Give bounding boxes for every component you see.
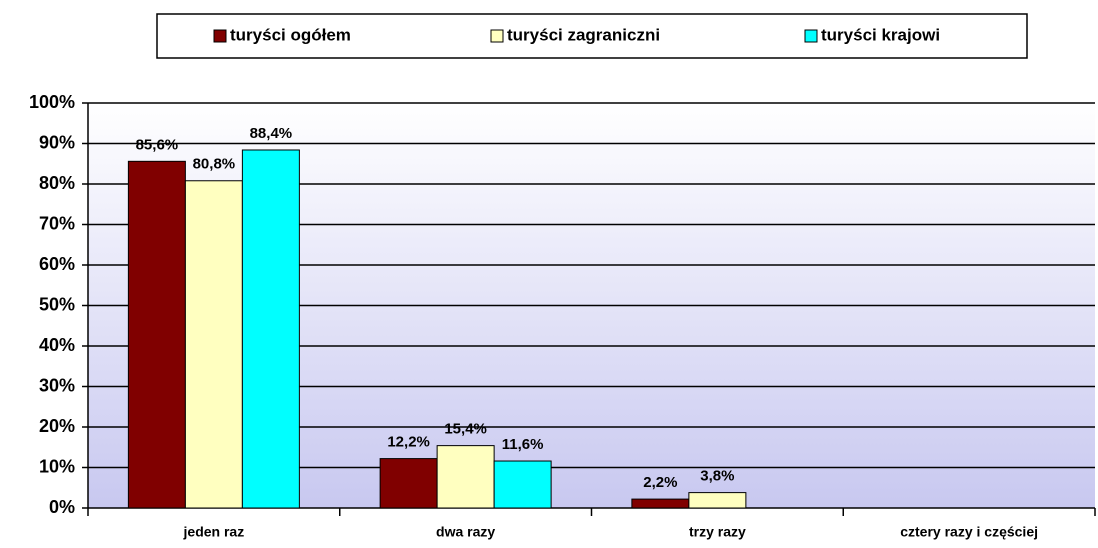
y-tick-label: 0%	[49, 497, 75, 517]
y-tick-label: 20%	[39, 416, 75, 436]
bar	[379, 458, 438, 509]
legend-swatch	[804, 29, 818, 43]
bar	[184, 180, 243, 509]
bar	[241, 149, 300, 509]
y-tick-label: 60%	[39, 254, 75, 274]
legend-swatch	[213, 29, 227, 43]
x-tick-label: trzy razy	[689, 524, 746, 540]
y-tick-label: 50%	[39, 294, 75, 314]
value-label: 88,4%	[250, 125, 293, 142]
x-tick-label: cztery razy i częściej	[900, 524, 1038, 540]
legend-box	[156, 13, 1028, 59]
x-tick-label: jeden raz	[183, 524, 245, 540]
legend-swatch	[490, 29, 504, 43]
y-tick-label: 30%	[39, 375, 75, 395]
y-tick-label: 100%	[29, 92, 75, 112]
bar	[688, 492, 747, 509]
x-tick-label: dwa razy	[436, 524, 495, 540]
y-tick-label: 80%	[39, 173, 75, 193]
y-tick-label: 40%	[39, 335, 75, 355]
y-tick-label: 10%	[39, 456, 75, 476]
value-label: 15,4%	[444, 421, 487, 438]
value-label: 85,6%	[136, 136, 179, 153]
legend-label: turyści krajowi	[821, 25, 940, 44]
legend-label: turyści zagraniczni	[507, 25, 660, 44]
value-label: 12,2%	[387, 434, 430, 451]
y-tick-label: 90%	[39, 132, 75, 152]
value-label: 3,8%	[700, 468, 734, 485]
bar	[436, 445, 495, 509]
bar	[493, 460, 552, 509]
value-label: 2,2%	[643, 474, 677, 491]
bar	[631, 498, 690, 509]
value-label: 11,6%	[502, 436, 544, 453]
legend-label: turyści ogółem	[230, 25, 351, 44]
y-tick-label: 70%	[39, 213, 75, 233]
bar	[127, 160, 186, 509]
value-label: 80,8%	[193, 156, 236, 173]
